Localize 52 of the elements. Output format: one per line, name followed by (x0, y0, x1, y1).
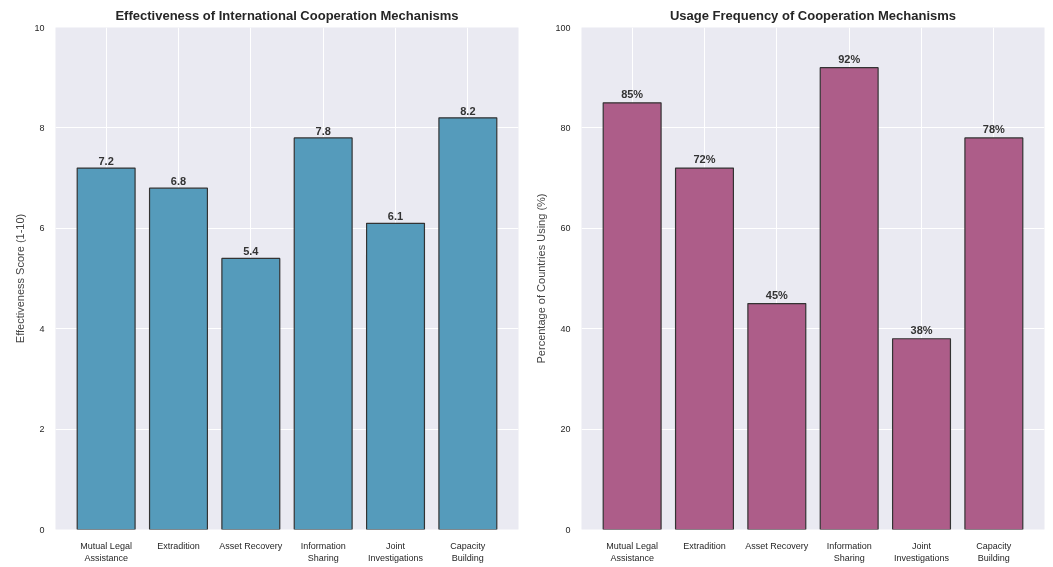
x-tick-label: Joint Investigations (368, 540, 424, 563)
x-tick-label: Mutual Legal Assistance (606, 540, 658, 563)
data-label: 72% (693, 153, 716, 166)
bar (819, 67, 879, 530)
x-tick-label: Capacity Building (450, 540, 486, 563)
x-tick-label: Extradition (683, 540, 726, 551)
chart-title: Effectiveness of International Cooperation Mechanisms (115, 7, 459, 23)
data-label: 78% (982, 122, 1006, 135)
y-tick-label: 60 (560, 223, 571, 234)
bar (602, 102, 662, 530)
bar (293, 137, 353, 530)
bar (674, 167, 735, 530)
y-tick-label: 6 (39, 223, 45, 234)
x-tick-label: Mutual Legal Assistance (80, 540, 132, 563)
x-tick-label: Joint Investigations (894, 540, 950, 563)
y-axis-title: Effectiveness Score (1-10) (14, 213, 27, 344)
data-label: 6.8 (170, 175, 187, 188)
data-label: 38% (910, 323, 933, 336)
bar (365, 222, 426, 530)
y-tick-label: 20 (560, 424, 571, 435)
bar (438, 117, 498, 530)
bar (76, 167, 136, 530)
y-tick-label: 2 (39, 424, 45, 435)
y-tick-label: 0 (565, 524, 571, 535)
data-label: 45% (765, 288, 789, 301)
data-label: 6.1 (387, 210, 404, 223)
data-label: 92% (838, 52, 861, 65)
y-tick-label: 100 (555, 22, 571, 33)
y-tick-label: 0 (39, 524, 45, 535)
y-tick-label: 4 (39, 323, 45, 334)
y-axis-title: Percentage of Countries Using (%) (535, 193, 548, 364)
y-tick-label: 40 (560, 323, 571, 334)
data-label: 8.2 (460, 104, 476, 117)
y-tick-label: 8 (39, 122, 45, 133)
data-label: 85% (621, 87, 644, 100)
x-tick-label: Asset Recovery (219, 540, 283, 551)
x-tick-label: Extradition (157, 540, 200, 551)
chart-title: Usage Frequency of Cooperation Mechanisms (669, 7, 957, 23)
bar (148, 187, 209, 530)
data-label: 7.8 (315, 124, 331, 137)
data-label: 5.4 (243, 245, 260, 258)
x-tick-label: Capacity Building (976, 540, 1012, 563)
y-tick-label: 80 (560, 122, 571, 133)
x-tick-label: Asset Recovery (745, 540, 809, 551)
bar (747, 303, 807, 530)
x-tick-label: Information Sharing (300, 540, 346, 563)
x-tick-label: Information Sharing (826, 540, 872, 563)
bar (891, 338, 952, 530)
bar (221, 257, 281, 530)
y-tick-label: 10 (34, 22, 45, 33)
bar (964, 137, 1024, 530)
data-label: 7.2 (98, 155, 114, 168)
